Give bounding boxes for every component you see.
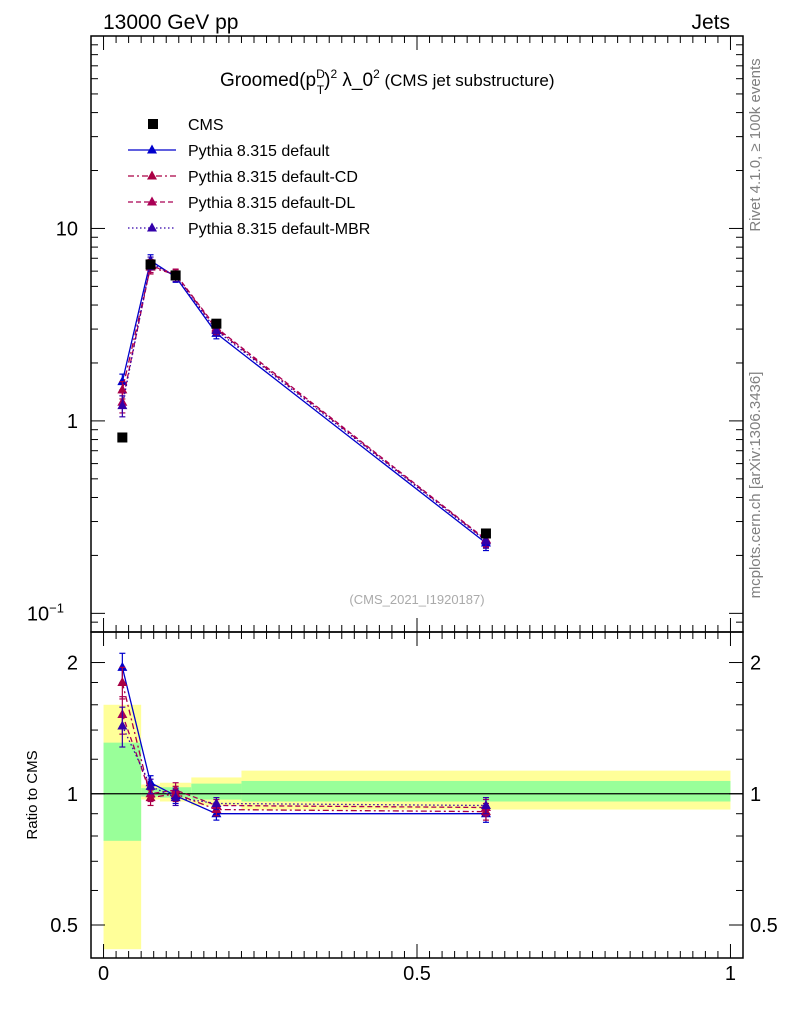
main-ytick-label: 10	[56, 218, 78, 240]
legend-marker-0	[147, 144, 157, 154]
xtick-label: 0	[98, 963, 109, 985]
ratio-line-3	[121, 725, 486, 807]
mcplots-label: mcplots.cern.ch [arXiv:1306.3436]	[747, 372, 764, 599]
main-ytick-label: 10−1	[27, 600, 64, 625]
xtick-label: 1	[725, 963, 736, 985]
main-series	[117, 254, 491, 552]
ratio-marker-2	[170, 784, 181, 794]
ratio-ytick-label-left: 2	[67, 653, 78, 675]
legend-label: Pythia 8.315 default-CD	[188, 169, 358, 186]
ratio-ytick-label-left: 0.5	[50, 915, 78, 937]
ratio-marker-3	[117, 720, 128, 730]
legend-label: Pythia 8.315 default-DL	[188, 195, 355, 212]
main-line-2	[121, 264, 487, 540]
ratio-marker-1	[117, 676, 128, 686]
energy-label: 13000 GeV pp	[103, 11, 238, 34]
ratio-marker-0	[117, 661, 128, 671]
ratio-marker-3	[170, 792, 181, 802]
legend-marker-1	[147, 170, 157, 180]
category-label: Jets	[691, 11, 730, 34]
ratio-bands	[103, 704, 731, 950]
main-marker-3	[211, 324, 222, 334]
ratio-ytick-label-right: 1	[750, 784, 761, 806]
cms-point	[211, 318, 222, 329]
legend-label: CMS	[188, 117, 224, 134]
ratio-marker-3	[480, 799, 491, 809]
band-green-0	[103, 742, 142, 841]
band-green-4	[241, 780, 731, 802]
legend-label: Pythia 8.315 default	[188, 143, 330, 160]
legend: CMS Pythia 8.315 default Pythia 8.315 defa…	[128, 117, 370, 238]
cms-point	[170, 270, 181, 281]
legend-marker-2	[147, 196, 157, 206]
main-marker-0	[117, 376, 128, 386]
ratio-ytick-label-right: 0.5	[750, 915, 778, 937]
band-green-3	[191, 783, 242, 800]
rivet-label: Rivet 4.1.0, ≥ 100k events	[747, 58, 764, 231]
ratio-marker-3	[211, 797, 222, 807]
main-marker-3	[117, 400, 128, 410]
ratio-axes: 2 2 1 1 0.5 0.5 0 0.5 1	[50, 631, 778, 985]
main-line-1	[121, 266, 487, 541]
main-line-0	[121, 259, 487, 544]
ratio-marker-3	[145, 780, 156, 790]
ratio-ylabel: Ratio to CMS	[24, 750, 41, 839]
legend-marker-cms	[148, 119, 158, 129]
plot-title: Groomed(pD T)2 λ_02 (CMS jet substructure…	[220, 67, 555, 97]
analysis-watermark: (CMS_2021_I1920187)	[349, 592, 484, 607]
legend-label: Pythia 8.315 default-MBR	[188, 221, 370, 238]
cms-point	[117, 432, 128, 443]
ratio-ytick-label-right: 2	[750, 653, 761, 675]
main-marker-3	[480, 535, 491, 545]
main-axes: 10 1 10−1	[27, 35, 744, 633]
xtick-label: 0.5	[403, 963, 431, 985]
cms-point	[480, 528, 491, 539]
main-ytick-label: 1	[67, 411, 78, 433]
ratio-ytick-label-left: 1	[67, 784, 78, 806]
legend-marker-3	[147, 222, 157, 232]
ratio-series	[117, 652, 491, 823]
cms-point	[145, 259, 156, 270]
